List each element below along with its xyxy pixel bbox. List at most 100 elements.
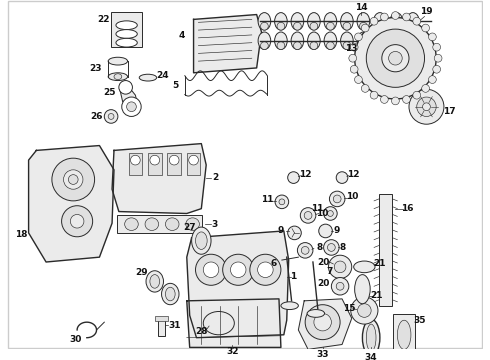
Circle shape (304, 212, 312, 219)
Text: 14: 14 (355, 3, 368, 12)
Text: 9: 9 (278, 226, 284, 235)
Circle shape (433, 43, 441, 51)
Ellipse shape (308, 13, 320, 30)
Bar (111, 12, 142, 46)
Ellipse shape (186, 218, 199, 230)
Ellipse shape (274, 32, 287, 49)
Text: 11: 11 (312, 204, 324, 213)
Circle shape (329, 191, 345, 207)
Circle shape (350, 43, 358, 51)
Text: 30: 30 (69, 335, 81, 344)
Text: 34: 34 (365, 352, 377, 360)
Text: 19: 19 (420, 7, 433, 16)
Ellipse shape (192, 227, 211, 254)
Circle shape (331, 278, 349, 295)
Ellipse shape (357, 32, 369, 49)
Text: 7: 7 (326, 267, 333, 276)
Ellipse shape (162, 283, 179, 305)
Ellipse shape (274, 13, 287, 30)
Text: 5: 5 (172, 81, 178, 90)
Ellipse shape (326, 22, 334, 30)
Circle shape (108, 113, 114, 120)
Circle shape (355, 76, 362, 84)
Ellipse shape (373, 32, 386, 49)
Circle shape (392, 97, 399, 105)
Circle shape (275, 195, 289, 209)
Text: 25: 25 (103, 88, 116, 97)
Ellipse shape (324, 13, 337, 30)
Circle shape (389, 51, 402, 65)
Circle shape (64, 170, 83, 189)
Ellipse shape (281, 302, 298, 310)
Circle shape (413, 17, 420, 25)
Ellipse shape (294, 22, 301, 30)
Bar (187, 153, 200, 175)
Ellipse shape (291, 13, 304, 30)
Circle shape (122, 97, 141, 116)
Ellipse shape (360, 22, 368, 30)
Ellipse shape (261, 42, 269, 49)
Ellipse shape (277, 42, 285, 49)
Circle shape (403, 96, 410, 103)
Circle shape (250, 254, 281, 285)
Circle shape (300, 208, 316, 223)
Text: 18: 18 (15, 230, 27, 239)
Polygon shape (28, 145, 114, 262)
Ellipse shape (363, 319, 380, 356)
Circle shape (392, 12, 399, 19)
Circle shape (71, 215, 84, 228)
Ellipse shape (310, 42, 318, 49)
Ellipse shape (357, 13, 369, 30)
Circle shape (361, 85, 369, 92)
Ellipse shape (341, 13, 353, 30)
Circle shape (126, 102, 136, 112)
Ellipse shape (308, 32, 320, 49)
Ellipse shape (307, 310, 324, 317)
Circle shape (351, 297, 378, 324)
Circle shape (370, 91, 378, 99)
Ellipse shape (139, 74, 157, 81)
Circle shape (433, 66, 441, 73)
Ellipse shape (294, 42, 301, 49)
Text: 21: 21 (370, 292, 382, 301)
Bar (117, 215, 202, 233)
Circle shape (319, 224, 332, 238)
Ellipse shape (145, 218, 159, 230)
Circle shape (336, 172, 348, 183)
Text: 28: 28 (195, 327, 208, 336)
Bar (168, 153, 181, 175)
Ellipse shape (343, 22, 351, 30)
Bar (393, 314, 415, 355)
Circle shape (203, 262, 219, 278)
Ellipse shape (390, 13, 403, 30)
Ellipse shape (150, 275, 160, 288)
Text: 23: 23 (89, 64, 102, 73)
Text: 6: 6 (270, 260, 276, 269)
Text: 26: 26 (90, 112, 103, 121)
Ellipse shape (108, 73, 127, 81)
Ellipse shape (341, 32, 353, 49)
Circle shape (69, 175, 78, 184)
Ellipse shape (146, 271, 164, 292)
Text: 17: 17 (443, 107, 456, 116)
Ellipse shape (343, 42, 351, 49)
Circle shape (434, 54, 442, 62)
Ellipse shape (277, 22, 285, 30)
Ellipse shape (203, 311, 234, 335)
Circle shape (380, 96, 388, 103)
Ellipse shape (409, 42, 417, 49)
Ellipse shape (116, 30, 137, 38)
Ellipse shape (124, 218, 138, 230)
Ellipse shape (376, 22, 384, 30)
Circle shape (104, 110, 118, 123)
Text: 22: 22 (97, 15, 110, 24)
Text: 31: 31 (168, 321, 180, 330)
Ellipse shape (326, 42, 334, 49)
Ellipse shape (407, 32, 419, 49)
Circle shape (222, 254, 254, 285)
Circle shape (429, 76, 436, 84)
Ellipse shape (261, 22, 269, 30)
Circle shape (355, 18, 436, 99)
Circle shape (370, 17, 378, 25)
Circle shape (333, 195, 341, 203)
